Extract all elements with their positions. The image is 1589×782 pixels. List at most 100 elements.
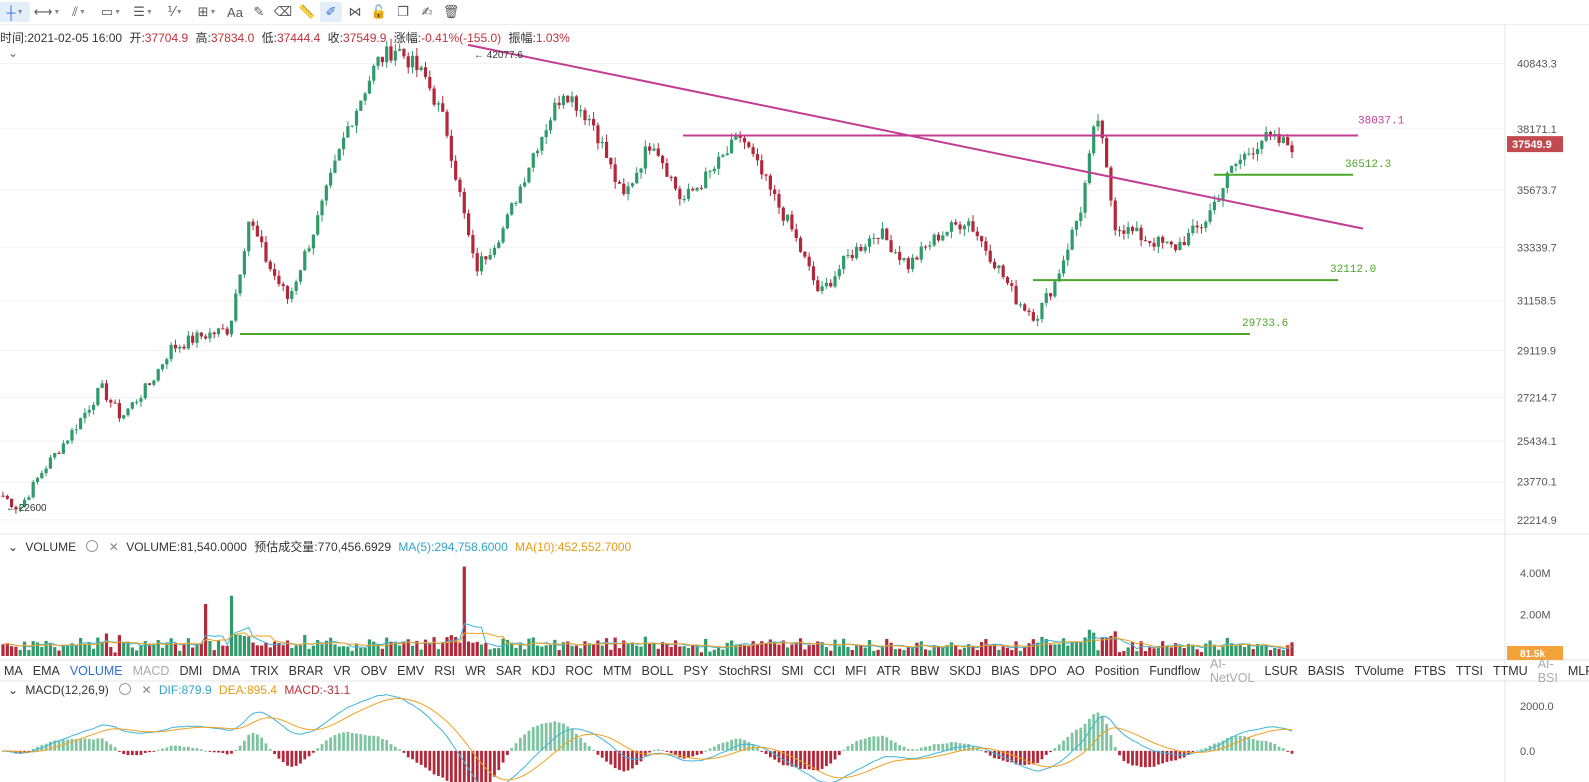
macd-histogram-bar: [368, 735, 371, 751]
candle-body: [1096, 120, 1100, 127]
eraser-icon[interactable]: ⌫: [273, 4, 293, 19]
indicator-tab-obv[interactable]: OBV: [360, 664, 388, 678]
macd-histogram-bar: [402, 750, 406, 753]
close-icon[interactable]: ✕: [141, 683, 152, 697]
chevron-down-icon[interactable]: ⌄: [8, 46, 19, 60]
indicator-tab-stochrsi[interactable]: StochRSI: [718, 664, 772, 678]
crosshair-icon[interactable]: ┼ ▼: [0, 2, 30, 22]
indicator-tab-dma[interactable]: DMA: [212, 664, 241, 678]
indicator-tab-ao[interactable]: AO: [1066, 664, 1085, 678]
macd-histogram-bar: [669, 750, 673, 754]
indicator-tab-ftbs[interactable]: FTBS: [1413, 664, 1446, 678]
indicator-tab-dpo[interactable]: DPO: [1029, 664, 1057, 678]
volume-bar: [1208, 640, 1212, 656]
indicator-tab-roc[interactable]: ROC: [565, 664, 594, 678]
ruler-icon[interactable]: 📏: [298, 4, 316, 19]
indicator-tab-skdj[interactable]: SKDJ: [949, 664, 982, 678]
indicator-tab-ai-netvol[interactable]: AI-NetVOL: [1209, 657, 1255, 685]
lock-icon[interactable]: 🔓: [370, 4, 388, 19]
indicator-tab-tvolume[interactable]: TVolume: [1354, 664, 1404, 678]
indicator-tab-emv[interactable]: EMV: [397, 664, 425, 678]
candle-body: [1251, 153, 1255, 155]
rectangle-icon[interactable]: ▭ ▼: [100, 4, 122, 19]
trend-line-icon[interactable]: ⫽ ▼: [72, 4, 86, 19]
candle-body: [333, 160, 337, 173]
macd-histogram-bar: [661, 749, 664, 751]
indicator-tab-sar[interactable]: SAR: [495, 664, 522, 678]
indicator-tab-psy[interactable]: PSY: [683, 664, 709, 678]
copy-icon[interactable]: ❐: [397, 4, 409, 19]
candle-body: [264, 242, 268, 262]
chart-canvas[interactable]: 40843.3 38171.1 35673.7 33339.7 31158.5 29119…: [0, 24, 1589, 782]
indicator-tab-mfi[interactable]: MFI: [845, 664, 867, 678]
measure-icon[interactable]: ⊞ ▼: [197, 4, 217, 19]
fib-icon[interactable]: ⅟ ▼: [167, 4, 183, 19]
close-icon[interactable]: ✕: [108, 540, 119, 554]
volume-bar: [786, 647, 790, 656]
macd-histogram-bar: [523, 734, 527, 751]
magnet-pen-icon[interactable]: ✐: [320, 2, 342, 22]
indicator-tab-dmi[interactable]: DMI: [179, 664, 203, 678]
horizontal-line-icon[interactable]: ⟷ ▼: [33, 4, 61, 19]
indicator-tab-brar[interactable]: BRAR: [288, 664, 324, 678]
volume-bar: [751, 641, 755, 656]
indicator-tab-fundflow[interactable]: Fundflow: [1149, 664, 1200, 678]
indicator-tab-basis[interactable]: BASIS: [1307, 664, 1345, 678]
indicator-tab-trix[interactable]: TRIX: [250, 664, 279, 678]
indicator-tab-ma[interactable]: MA: [4, 664, 23, 678]
brush-icon[interactable]: ✎: [253, 4, 265, 19]
volume-bar: [212, 650, 216, 656]
volume-bar: [1156, 646, 1160, 656]
indicator-tab-lsur[interactable]: LSUR: [1264, 664, 1298, 678]
indicator-tab-ttmu[interactable]: TTMU: [1493, 664, 1528, 678]
settings-icon[interactable]: [86, 540, 99, 552]
indicator-tab-ai-bsi[interactable]: AI-BSI: [1537, 657, 1558, 685]
indicator-tab-ttsi[interactable]: TTSI: [1455, 664, 1483, 678]
text-icon[interactable]: Aa: [227, 4, 243, 20]
indicator-tab-boll[interactable]: BOLL: [641, 664, 674, 678]
indicator-tab-smi[interactable]: SMI: [781, 664, 804, 678]
indicator-tab-macd[interactable]: MACD: [132, 664, 170, 678]
chevron-down-icon[interactable]: ⌄: [8, 683, 19, 697]
macd-histogram-bar: [130, 750, 134, 756]
indicator-tab-position[interactable]: Position: [1094, 664, 1140, 678]
indicator-tab-mtm[interactable]: MTM: [603, 664, 632, 678]
macd-histogram-bar: [320, 744, 324, 751]
macd-histogram-bar: [505, 750, 509, 755]
macd-histogram-bar: [1049, 750, 1052, 753]
candle-body: [1230, 165, 1234, 173]
volume-bar: [859, 645, 863, 656]
macd-histogram-bar: [156, 749, 160, 751]
indicator-tab-volume[interactable]: VOLUME: [69, 664, 123, 678]
chevron-down-icon[interactable]: ⌄: [8, 540, 19, 554]
candle-body: [893, 252, 897, 254]
indicator-tab-kdj[interactable]: KDJ: [531, 664, 556, 678]
volume-bar: [958, 649, 962, 656]
settings-icon[interactable]: [119, 683, 132, 695]
indicator-tab-cci[interactable]: CCI: [813, 664, 836, 678]
indicator-tab-vr[interactable]: VR: [333, 664, 351, 678]
volume-bar: [1281, 649, 1285, 656]
volume-bar: [139, 645, 143, 656]
edit-icon[interactable]: ✍: [421, 4, 433, 19]
volume-bar: [911, 646, 915, 656]
macd-dif-line: [2, 694, 1293, 782]
indicator-tab-mlr[interactable]: MLR: [1567, 664, 1589, 678]
indicator-tab-rsi[interactable]: RSI: [434, 664, 456, 678]
volume-bar: [303, 634, 307, 656]
trash-icon[interactable]: 🗑: [442, 4, 460, 19]
volume-bar: [1117, 652, 1122, 656]
volume-bar: [484, 643, 488, 656]
macd-histogram-bar: [764, 750, 768, 755]
indicator-tab-bbw[interactable]: BBW: [910, 664, 940, 678]
link-icon[interactable]: ⋈: [348, 4, 362, 19]
volume-bar: [488, 649, 492, 656]
candle-body: [1186, 233, 1191, 246]
indicator-tab-ema[interactable]: EMA: [32, 664, 60, 678]
indicator-tab-bias[interactable]: BIAS: [991, 664, 1020, 678]
indicator-tab-wr[interactable]: WR: [465, 664, 486, 678]
indicator-tab-atr[interactable]: ATR: [876, 664, 901, 678]
candle-body: [859, 246, 863, 251]
candle-body: [1165, 241, 1169, 243]
parallel-lines-icon[interactable]: ☰ ▼: [133, 4, 153, 19]
